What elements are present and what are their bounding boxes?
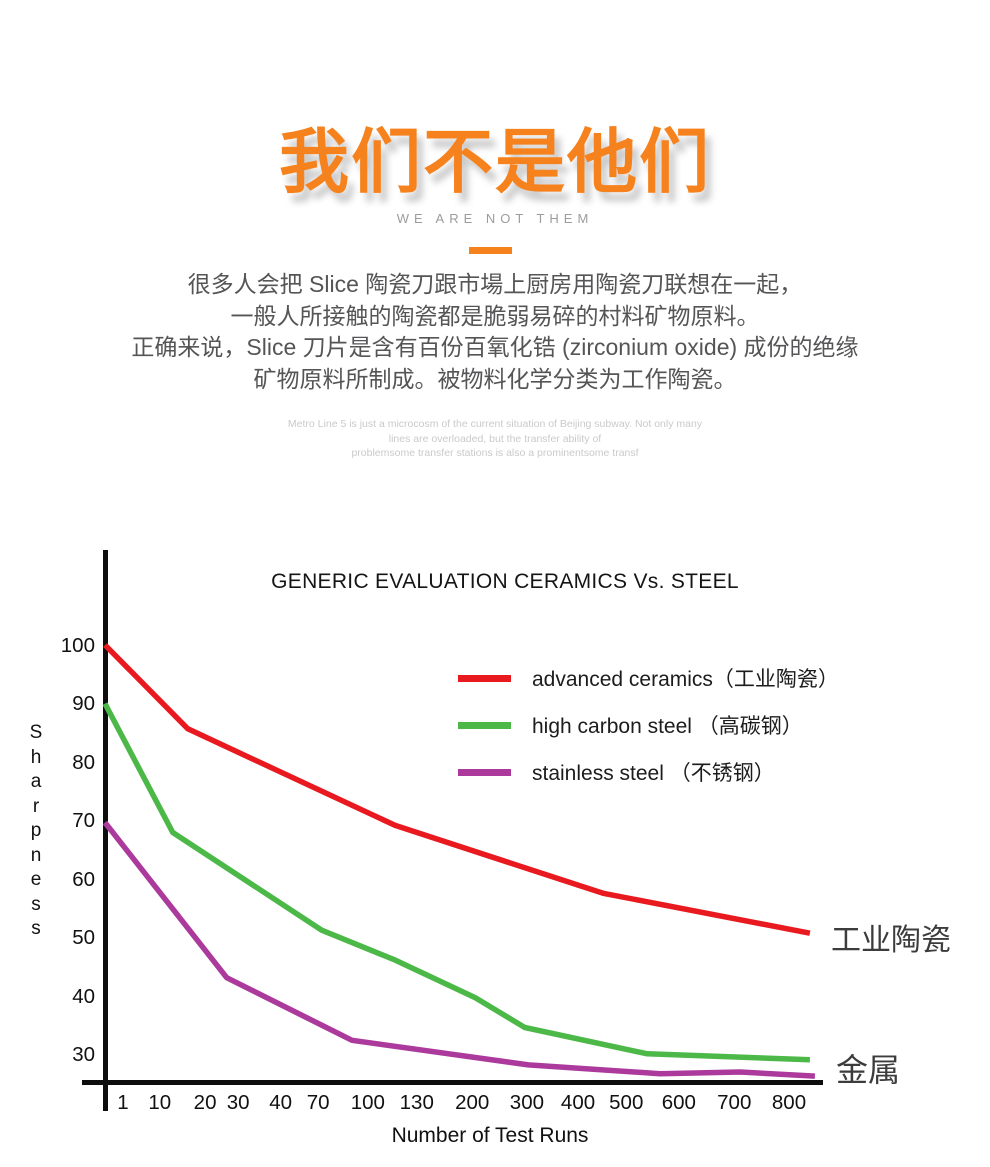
x-tick-label: 10 xyxy=(148,1091,172,1114)
series-line-stainless-steel xyxy=(102,820,816,1079)
fineprint-line: problemsome transfer stations is also a … xyxy=(351,447,639,459)
x-tick-label: 600 xyxy=(661,1091,696,1114)
y-axis-title-letter: h xyxy=(30,746,42,768)
intro-paragraph: 很多人会把 Slice 陶瓷刀跟市場上厨房用陶瓷刀联想在一起， 一般人所接触的陶瓷… xyxy=(0,269,990,395)
y-tick-label: 90 xyxy=(72,692,95,716)
y-tick-label: 60 xyxy=(72,867,95,891)
x-tick-label: 40 xyxy=(269,1091,293,1114)
y-axis-title-letter: S xyxy=(29,722,43,743)
y-tick-label: 40 xyxy=(72,984,95,1008)
series-line-advanced-ceramics xyxy=(103,643,811,936)
x-tick-label: 100 xyxy=(350,1091,385,1114)
x-tick-label: 130 xyxy=(399,1091,434,1114)
x-tick-label: 200 xyxy=(455,1091,490,1114)
legend-swatch-icon xyxy=(458,768,511,776)
legend-label: advanced ceramics（工业陶瓷） xyxy=(532,668,839,691)
legend-item: stainless steel （不锈钢） xyxy=(458,758,839,786)
x-tick-label: 400 xyxy=(560,1091,596,1114)
y-axis-title-letter: s xyxy=(31,893,41,915)
paragraph-line: 一般人所接触的陶瓷都是脆弱易碎的村料矿物原料。 xyxy=(230,302,760,329)
legend-item: high carbon steel （高碳钢） xyxy=(458,711,839,739)
series-line-high-carbon-steel xyxy=(102,702,810,1063)
y-tick-label: 50 xyxy=(72,926,95,950)
fineprint-text: Metro Line 5 is just a microcosm of the … xyxy=(0,417,990,461)
x-axis-line xyxy=(82,1080,823,1085)
y-tick-label: 100 xyxy=(60,633,95,657)
annotation-industrial-ceramic: 工业陶瓷 xyxy=(831,924,951,957)
paragraph-line: 很多人会把 Slice 陶瓷刀跟市場上厨房用陶瓷刀联想在一起， xyxy=(187,271,803,297)
plot-area xyxy=(102,643,816,1079)
x-tick-label: 300 xyxy=(509,1091,545,1114)
chart-title: GENERIC EVALUATION CERAMICS Vs. STEEL xyxy=(271,570,739,593)
annotation-metal: 金属 xyxy=(836,1052,901,1088)
chart-legend: advanced ceramics（工业陶瓷） high carbon steel… xyxy=(458,664,839,786)
paragraph-line: 正确来说，Slice 刀片是含有百份百氧化锆 (zirconium oxide)… xyxy=(131,334,859,360)
legend-swatch-icon xyxy=(458,721,511,729)
y-tick-label: 70 xyxy=(72,809,95,833)
x-tick-label: 70 xyxy=(306,1091,330,1114)
x-tick-label: 1 xyxy=(117,1091,129,1114)
y-axis-line xyxy=(103,550,108,1111)
legend-label: high carbon steel （高碳钢） xyxy=(532,715,803,738)
y-axis-title-letter: s xyxy=(31,918,41,939)
x-tick-label: 800 xyxy=(771,1091,807,1114)
y-axis-title-letter: n xyxy=(30,844,42,866)
legend-label: stainless steel （不锈钢） xyxy=(532,762,775,785)
y-tick-label: 30 xyxy=(72,1043,95,1067)
x-axis-title: Number of Test Runs xyxy=(391,1124,589,1147)
page-subtitle: WE ARE NOT THEM xyxy=(396,211,594,226)
fineprint-line: Metro Line 5 is just a microcosm of the … xyxy=(287,418,703,430)
y-axis-title-letter: r xyxy=(32,795,40,817)
x-tick-label: 500 xyxy=(609,1091,644,1114)
x-tick-label: 700 xyxy=(717,1091,752,1114)
y-axis-title-letter: p xyxy=(30,820,42,841)
x-tick-label: 30 xyxy=(226,1091,250,1114)
y-tick-label: 80 xyxy=(72,750,95,774)
legend-swatch-icon xyxy=(458,674,511,682)
x-tick-label: 20 xyxy=(193,1091,217,1114)
y-axis-title-letter: e xyxy=(30,869,42,890)
page-title: 我们不是他们 xyxy=(279,123,711,201)
legend-item: advanced ceramics（工业陶瓷） xyxy=(458,664,839,692)
title-divider xyxy=(469,247,512,254)
fineprint-line: lines are overloaded, but the transfer a… xyxy=(388,432,602,445)
y-axis-title-letter: a xyxy=(30,771,42,792)
paragraph-line: 矿物原料所制成。被物料化学分类为工作陶瓷。 xyxy=(253,365,737,392)
